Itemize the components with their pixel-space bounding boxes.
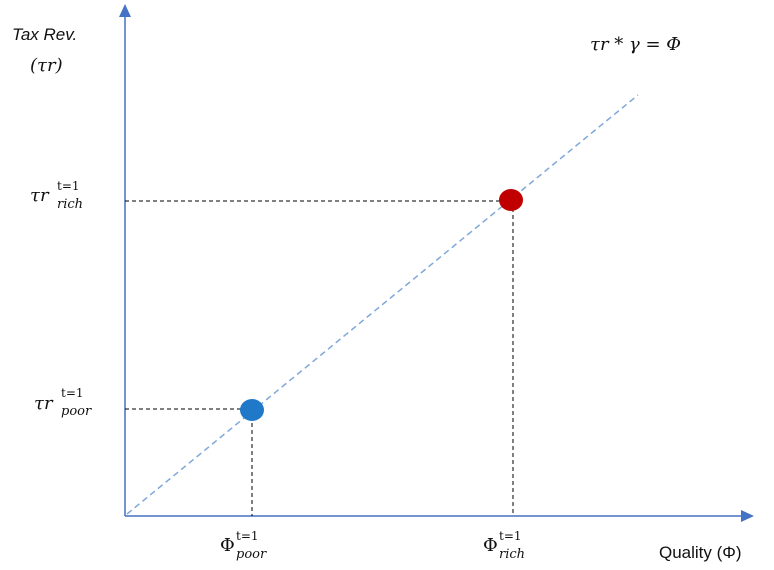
y-axis-arrowhead bbox=[119, 4, 131, 17]
tick-tau-poor: τr t=1 poor bbox=[34, 386, 92, 419]
y-axis bbox=[119, 4, 131, 516]
x-axis-title: Quality (Φ) bbox=[659, 543, 742, 562]
y-axis-title-line1: Tax Rev. bbox=[12, 25, 77, 44]
tick-tau-rich-sub: rich bbox=[57, 197, 83, 212]
x-axis-arrowhead bbox=[741, 510, 754, 522]
tick-phi-poor-base: Φ bbox=[220, 535, 235, 556]
rich-point bbox=[499, 189, 523, 211]
tick-tau-poor-base: τr bbox=[34, 393, 54, 414]
tick-phi-rich-sup: t=1 bbox=[499, 529, 522, 543]
tick-tau-rich-sup: t=1 bbox=[57, 179, 80, 193]
y-axis-title-line2: (τr) bbox=[30, 55, 63, 76]
trend-line bbox=[126, 94, 639, 515]
tick-phi-rich-sub: rich bbox=[499, 547, 525, 562]
tick-tau-rich: τr t=1 rich bbox=[30, 179, 83, 212]
tick-phi-poor-sub: poor bbox=[236, 547, 267, 562]
poor-point bbox=[240, 399, 264, 421]
equation-label: τr * γ = Φ bbox=[590, 34, 681, 55]
guide-lines bbox=[125, 200, 514, 516]
tick-phi-rich: Φ t=1 rich bbox=[483, 529, 525, 562]
tick-tau-poor-sup: t=1 bbox=[61, 386, 84, 400]
tick-phi-rich-base: Φ bbox=[483, 535, 498, 556]
tick-phi-poor: Φ t=1 poor bbox=[220, 529, 267, 562]
x-axis bbox=[125, 510, 754, 522]
tick-phi-poor-sup: t=1 bbox=[236, 529, 259, 543]
tick-tau-rich-base: τr bbox=[30, 185, 50, 206]
tick-tau-poor-sub: poor bbox=[61, 404, 92, 419]
